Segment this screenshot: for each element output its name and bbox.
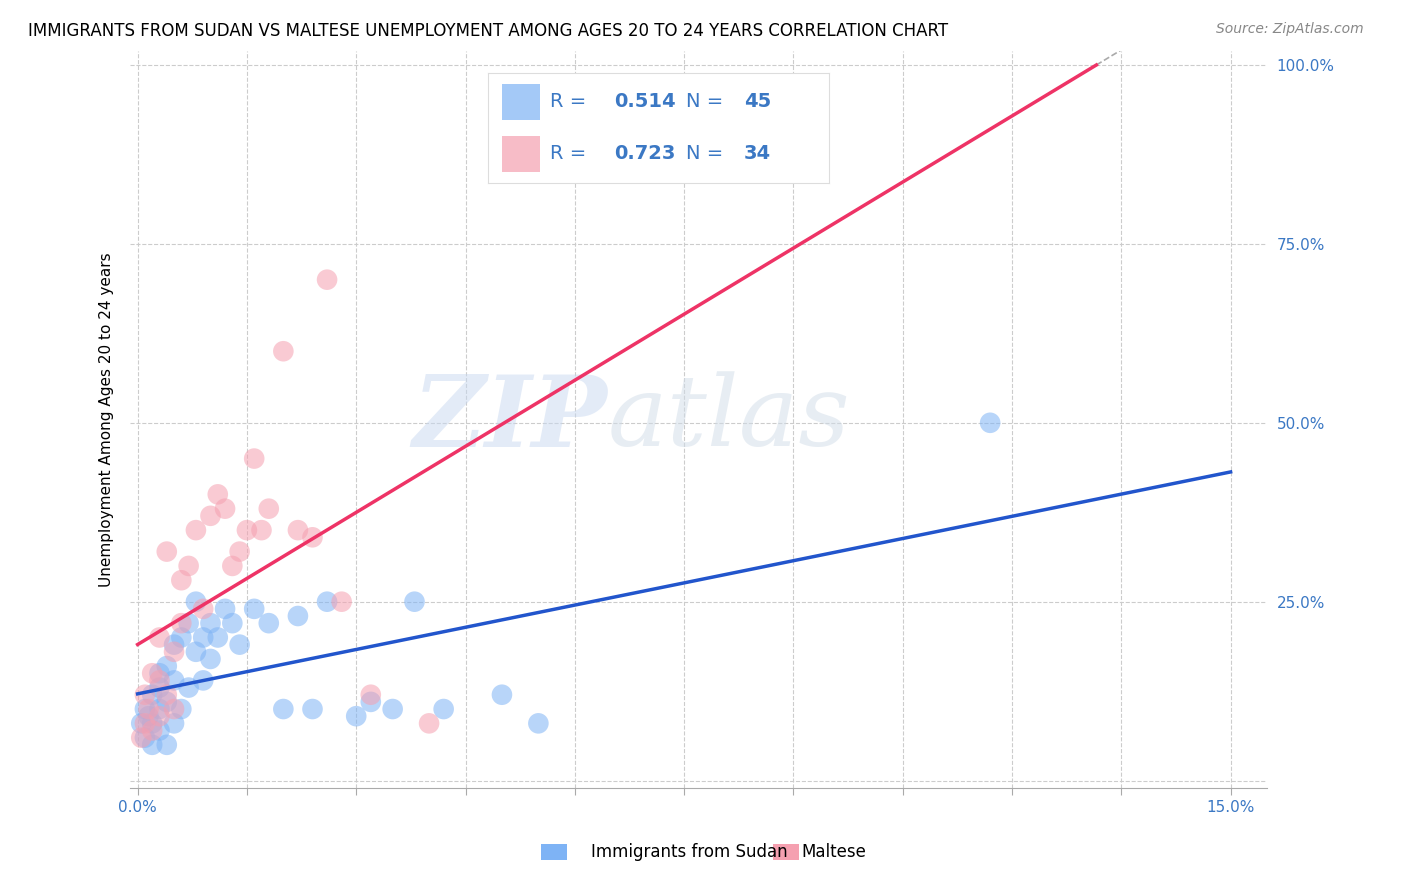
Point — [381, 702, 404, 716]
Point — [207, 487, 229, 501]
Point — [273, 344, 295, 359]
Point — [141, 666, 163, 681]
Text: IMMIGRANTS FROM SUDAN VS MALTESE UNEMPLOYMENT AMONG AGES 20 TO 24 YEARS CORRELAT: IMMIGRANTS FROM SUDAN VS MALTESE UNEMPLO… — [28, 22, 948, 40]
Point — [236, 523, 259, 537]
Point — [301, 702, 323, 716]
Point — [177, 558, 200, 573]
Point — [170, 702, 193, 716]
Point — [177, 681, 200, 695]
Point — [200, 616, 222, 631]
Point — [163, 716, 186, 731]
Point — [214, 602, 236, 616]
Point — [156, 738, 179, 752]
Point — [360, 695, 382, 709]
Point — [134, 702, 156, 716]
Point — [156, 659, 179, 673]
Point — [170, 631, 193, 645]
Point — [148, 723, 170, 738]
Point — [360, 688, 382, 702]
Text: Source: ZipAtlas.com: Source: ZipAtlas.com — [1216, 22, 1364, 37]
Point — [141, 688, 163, 702]
Point — [129, 716, 152, 731]
Point — [156, 695, 179, 709]
Point — [163, 645, 186, 659]
Point — [163, 673, 186, 688]
Point — [273, 702, 295, 716]
Y-axis label: Unemployment Among Ages 20 to 24 years: Unemployment Among Ages 20 to 24 years — [100, 252, 114, 587]
Point — [184, 645, 207, 659]
Point — [138, 709, 160, 723]
Point — [243, 451, 266, 466]
Point — [221, 616, 243, 631]
Text: atlas: atlas — [607, 372, 851, 467]
Point — [316, 273, 339, 287]
Point — [243, 602, 266, 616]
Point — [138, 702, 160, 716]
Point — [221, 558, 243, 573]
Point — [257, 501, 280, 516]
Point — [228, 638, 250, 652]
Point — [491, 688, 513, 702]
Point — [148, 709, 170, 723]
Point — [156, 544, 179, 558]
Point — [207, 631, 229, 645]
Point — [163, 702, 186, 716]
Text: Immigrants from Sudan: Immigrants from Sudan — [591, 843, 787, 861]
Point — [287, 523, 309, 537]
Point — [184, 523, 207, 537]
Text: Maltese: Maltese — [801, 843, 866, 861]
Point — [200, 508, 222, 523]
Point — [214, 501, 236, 516]
Point — [330, 595, 353, 609]
Point — [148, 702, 170, 716]
Point — [193, 673, 215, 688]
Point — [433, 702, 456, 716]
Point — [177, 616, 200, 631]
Point — [129, 731, 152, 745]
Point — [163, 638, 186, 652]
Point — [228, 544, 250, 558]
Point — [287, 609, 309, 624]
Point — [257, 616, 280, 631]
Point — [404, 595, 426, 609]
Point — [193, 631, 215, 645]
Point — [250, 523, 273, 537]
Point — [134, 716, 156, 731]
Point — [200, 652, 222, 666]
Point — [148, 681, 170, 695]
Point — [141, 716, 163, 731]
Point — [156, 688, 179, 702]
Point — [184, 595, 207, 609]
Point — [527, 716, 550, 731]
Point — [418, 716, 440, 731]
Point — [170, 616, 193, 631]
Point — [141, 738, 163, 752]
Point — [316, 595, 339, 609]
Point — [193, 602, 215, 616]
Point — [148, 631, 170, 645]
Point — [134, 688, 156, 702]
Point — [148, 673, 170, 688]
Point — [979, 416, 1001, 430]
Point — [141, 723, 163, 738]
Point — [344, 709, 367, 723]
Point — [301, 530, 323, 544]
Point — [148, 666, 170, 681]
Text: ZIP: ZIP — [413, 371, 607, 467]
Point — [134, 731, 156, 745]
Point — [170, 573, 193, 587]
